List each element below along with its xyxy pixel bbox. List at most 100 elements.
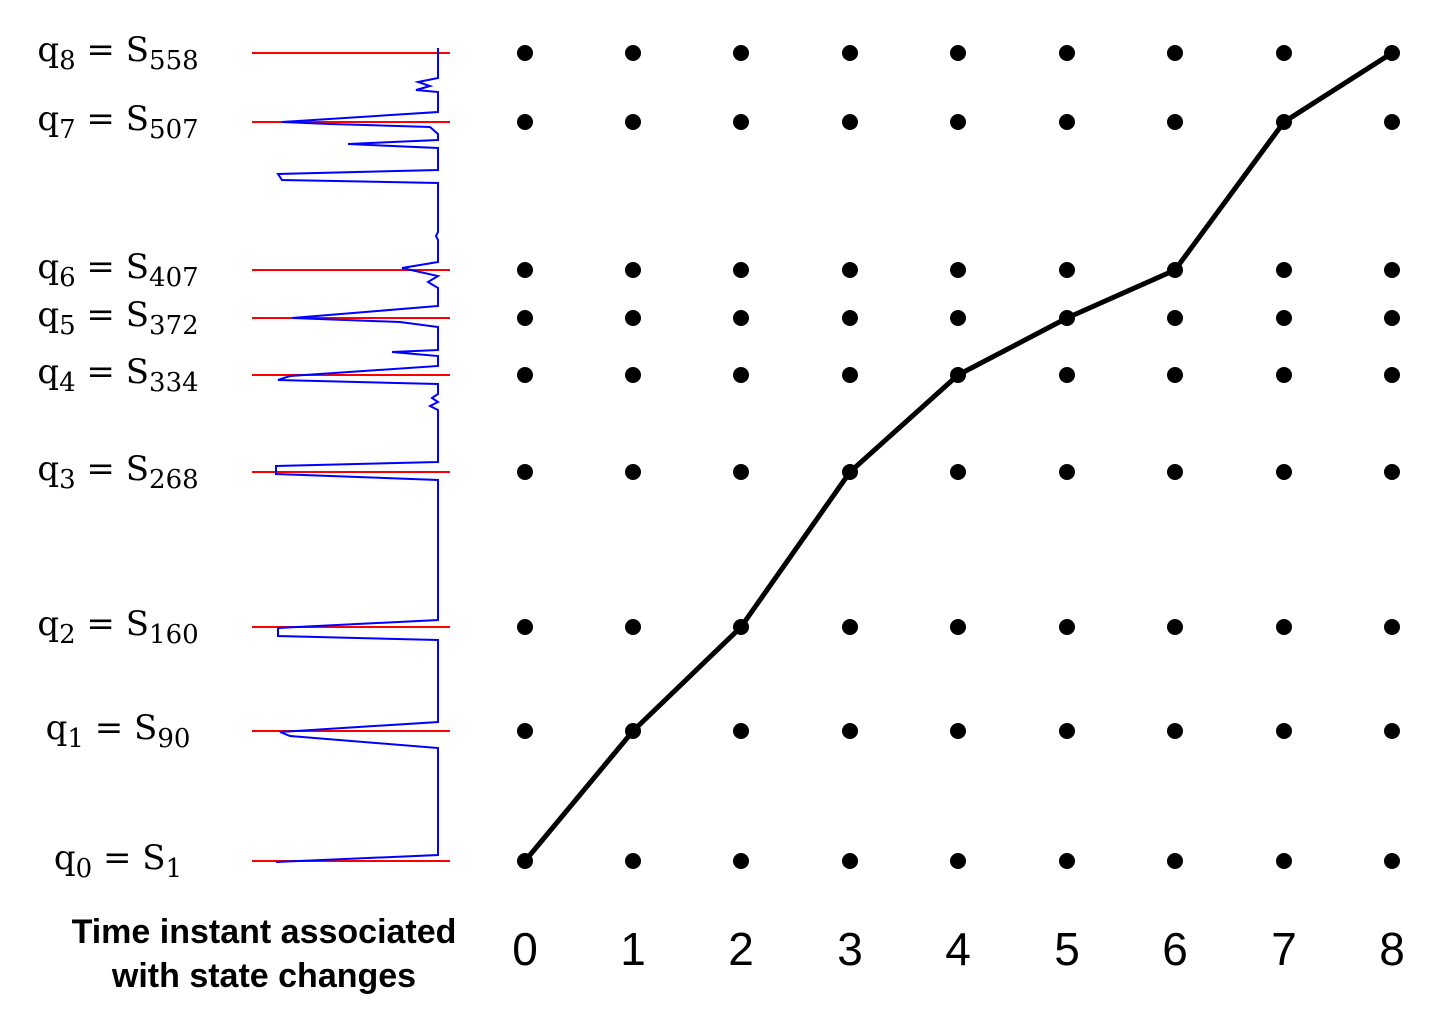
state-s: S — [126, 352, 149, 392]
state-s: S — [126, 604, 149, 644]
grid-dot — [1276, 619, 1292, 635]
equals-sign: = — [76, 352, 126, 392]
state-q: q — [37, 247, 59, 287]
grid-dot — [842, 619, 858, 635]
grid-dot — [1167, 114, 1183, 130]
grid-dot — [625, 619, 641, 635]
grid-dot — [625, 114, 641, 130]
grid-dot — [733, 723, 749, 739]
grid-dot — [842, 262, 858, 278]
grid-dot — [1276, 310, 1292, 326]
x-tick-label: 6 — [1162, 923, 1188, 975]
grid-dot — [517, 723, 533, 739]
grid-dot — [733, 464, 749, 480]
state-label: q5 = S372 — [37, 295, 198, 341]
state-q: q — [54, 838, 76, 878]
grid-dot — [842, 853, 858, 869]
grid-dot — [1384, 367, 1400, 383]
state-s: S — [126, 30, 149, 70]
state-s-subscript: 1 — [166, 854, 183, 884]
grid-dot — [950, 464, 966, 480]
state-s: S — [126, 449, 149, 489]
grid-dot — [1059, 619, 1075, 635]
grid-dot — [1059, 464, 1075, 480]
grid-dot — [517, 367, 533, 383]
grid-dot — [733, 853, 749, 869]
grid-dot — [1384, 262, 1400, 278]
state-q: q — [37, 604, 59, 644]
grid-dot — [1276, 367, 1292, 383]
grid-dot — [517, 310, 533, 326]
state-q-subscript: 4 — [59, 368, 76, 398]
state-label: q1 = S90 — [46, 708, 191, 754]
x-tick-label: 5 — [1054, 923, 1080, 975]
grid-dot — [1059, 723, 1075, 739]
grid-dot — [1167, 853, 1183, 869]
equals-sign: = — [76, 247, 126, 287]
caption-line-1: Time instant associated — [72, 913, 457, 951]
grid-dot — [625, 853, 641, 869]
grid-dot — [1276, 464, 1292, 480]
grid-dot — [1384, 464, 1400, 480]
equals-sign: = — [84, 708, 134, 748]
grid-dot — [842, 114, 858, 130]
state-label: q0 = S1 — [54, 838, 182, 884]
grid-dot — [733, 262, 749, 278]
grid-dot — [625, 45, 641, 61]
grid-dot — [1167, 464, 1183, 480]
x-tick-label: 8 — [1379, 923, 1405, 975]
state-q-subscript: 2 — [59, 620, 76, 650]
dot-grid — [517, 45, 1400, 869]
state-q-subscript: 7 — [59, 115, 76, 145]
state-s: S — [126, 247, 149, 287]
caption-line-2: with state changes — [111, 957, 416, 995]
grid-dot — [1384, 619, 1400, 635]
grid-dot — [1167, 45, 1183, 61]
grid-dot — [1167, 310, 1183, 326]
grid-dot — [1384, 114, 1400, 130]
grid-dot — [950, 853, 966, 869]
grid-dot — [733, 114, 749, 130]
grid-dot — [625, 262, 641, 278]
state-q: q — [37, 295, 59, 335]
state-q-subscript: 3 — [59, 465, 76, 495]
grid-dot — [517, 619, 533, 635]
grid-dot — [1059, 367, 1075, 383]
grid-dot — [1276, 853, 1292, 869]
state-s-subscript: 407 — [149, 263, 199, 293]
grid-dot — [842, 310, 858, 326]
grid-dot — [1384, 853, 1400, 869]
state-s: S — [126, 99, 149, 139]
state-q: q — [37, 449, 59, 489]
x-tick-label: 7 — [1271, 923, 1297, 975]
grid-dot — [517, 262, 533, 278]
state-label: q3 = S268 — [37, 449, 198, 495]
state-label: q8 = S558 — [37, 30, 198, 76]
grid-dot — [1276, 723, 1292, 739]
state-s: S — [142, 838, 165, 878]
grid-dot — [950, 114, 966, 130]
x-tick-label: 1 — [620, 923, 646, 975]
grid-dot — [842, 45, 858, 61]
x-tick-label: 3 — [837, 923, 863, 975]
state-q-subscript: 1 — [67, 724, 84, 754]
equals-sign: = — [92, 838, 142, 878]
state-s-subscript: 268 — [149, 465, 199, 495]
state-s-subscript: 507 — [149, 115, 199, 145]
x-tick-label: 4 — [945, 923, 971, 975]
grid-dot — [842, 723, 858, 739]
state-s: S — [134, 708, 157, 748]
x-tick-label: 0 — [512, 923, 538, 975]
state-label: q4 = S334 — [37, 352, 198, 398]
grid-dot — [950, 262, 966, 278]
x-tick-labels: 0 1 2 3 4 5 6 7 8 — [512, 923, 1405, 975]
grid-dot — [625, 310, 641, 326]
grid-dot — [950, 619, 966, 635]
grid-dot — [950, 310, 966, 326]
grid-dot — [517, 45, 533, 61]
grid-dot — [517, 464, 533, 480]
equals-sign: = — [76, 295, 126, 335]
state-q-subscript: 6 — [59, 263, 76, 293]
